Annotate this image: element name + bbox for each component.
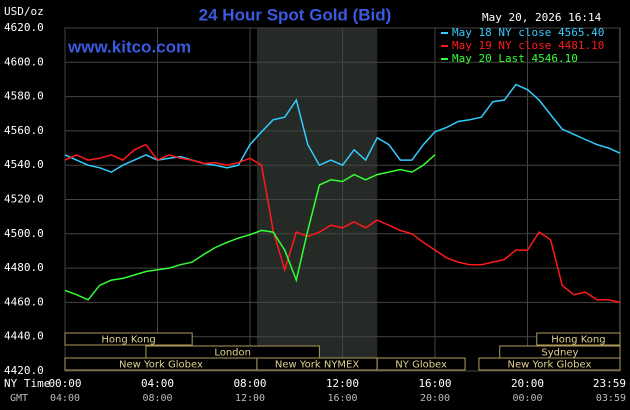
- x2-tick-label: 03:59: [596, 393, 626, 404]
- x2-row-label: GMT: [10, 393, 28, 404]
- series-line: [64, 143, 621, 304]
- session-label: Hong Kong: [101, 335, 155, 346]
- y-tick-label: 4440.0: [4, 330, 44, 343]
- timestamp: May 20, 2026 16:14: [482, 11, 602, 24]
- session-label: Hong Kong: [551, 335, 605, 346]
- x-tick-label: 16:00: [418, 377, 451, 390]
- x-tick-label: 08:00: [233, 377, 266, 390]
- y-tick-label: 4500.0: [4, 227, 44, 240]
- unit-label: USD/oz: [4, 5, 44, 18]
- chart-title: 24 Hour Spot Gold (Bid): [199, 5, 392, 24]
- x2-tick-label: 08:00: [142, 393, 172, 404]
- x2-tick-label: 16:00: [327, 393, 357, 404]
- x-tick-label: 04:00: [141, 377, 174, 390]
- session-box: [536, 332, 621, 346]
- y-tick-label: 4580.0: [4, 90, 44, 103]
- session-label: New York NYMEX: [275, 360, 360, 371]
- session-label: New York Globex: [119, 360, 203, 371]
- y-tick-label: 4620.0: [4, 21, 44, 34]
- x2-tick-label: 04:00: [50, 393, 80, 404]
- series-line: [64, 154, 436, 301]
- y-tick-label: 4520.0: [4, 193, 44, 206]
- session-box: [376, 357, 466, 371]
- y-tick-label: 4540.0: [4, 158, 44, 171]
- session-box: [478, 357, 621, 371]
- x-tick-label: 23:59: [593, 377, 626, 390]
- x-tick-label: 00:00: [48, 377, 81, 390]
- session-label: London: [214, 348, 251, 359]
- x2-tick-label: 12:00: [235, 393, 265, 404]
- y-tick-label: 4420.0: [4, 364, 44, 377]
- legend-label: May 20 Last 4546.10: [452, 52, 578, 65]
- legend-label: May 19 NY close 4481.10: [452, 39, 604, 52]
- session-label: New York Globex: [508, 360, 592, 371]
- x2-tick-label: 00:00: [512, 393, 542, 404]
- y-tick-label: 4480.0: [4, 261, 44, 274]
- session-box: [64, 332, 193, 346]
- session-label: NY Globex: [395, 360, 447, 371]
- session-label: Sydney: [541, 348, 578, 359]
- site-label: www.kitco.com: [67, 37, 191, 56]
- x2-tick-label: 20:00: [420, 393, 450, 404]
- x-tick-label: 12:00: [326, 377, 359, 390]
- y-tick-label: 4560.0: [4, 124, 44, 137]
- y-tick-label: 4460.0: [4, 295, 44, 308]
- y-tick-label: 4600.0: [4, 55, 44, 68]
- x-row-label: NY Time: [4, 377, 50, 390]
- legend-label: May 18 NY close 4565.40: [452, 26, 604, 39]
- x-tick-label: 20:00: [511, 377, 544, 390]
